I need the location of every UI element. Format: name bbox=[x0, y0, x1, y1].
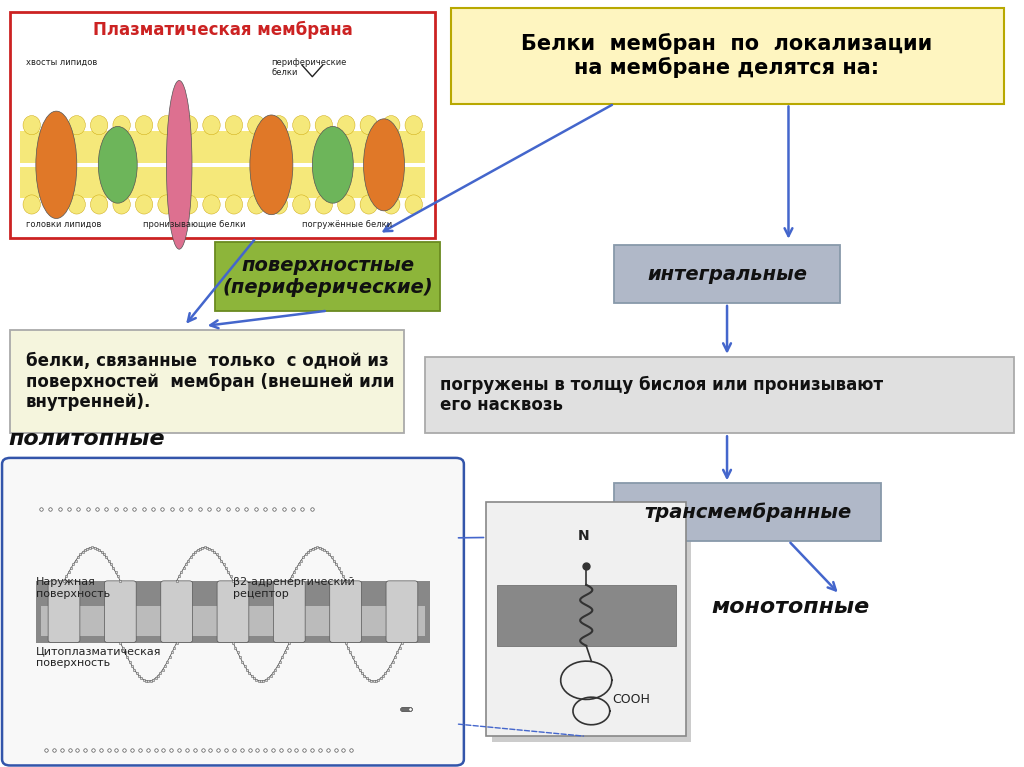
FancyBboxPatch shape bbox=[497, 584, 676, 646]
Ellipse shape bbox=[270, 116, 288, 135]
Ellipse shape bbox=[113, 195, 130, 214]
Text: белки, связанные  только  с одной из
поверхностей  мембран (внешней или
внутренн: белки, связанные только с одной из повер… bbox=[26, 352, 394, 411]
FancyBboxPatch shape bbox=[217, 581, 249, 643]
Ellipse shape bbox=[360, 195, 378, 214]
FancyBboxPatch shape bbox=[10, 12, 435, 238]
FancyBboxPatch shape bbox=[41, 606, 425, 637]
FancyBboxPatch shape bbox=[425, 357, 1014, 433]
Text: Наружная
поверхность: Наружная поверхность bbox=[36, 577, 110, 598]
FancyBboxPatch shape bbox=[614, 245, 840, 303]
Text: пронизывающие белки: пронизывающие белки bbox=[143, 219, 246, 229]
Ellipse shape bbox=[158, 116, 175, 135]
Text: интегральные: интегральные bbox=[647, 265, 807, 284]
Ellipse shape bbox=[406, 116, 423, 135]
FancyBboxPatch shape bbox=[161, 581, 193, 643]
Text: трансмембранные: трансмембранные bbox=[644, 502, 851, 522]
Text: β2-адренергический
рецептор: β2-адренергический рецептор bbox=[233, 577, 354, 598]
Ellipse shape bbox=[338, 116, 355, 135]
Ellipse shape bbox=[158, 195, 175, 214]
FancyBboxPatch shape bbox=[48, 581, 80, 643]
Ellipse shape bbox=[293, 116, 310, 135]
FancyBboxPatch shape bbox=[215, 242, 440, 311]
Ellipse shape bbox=[225, 116, 243, 135]
Ellipse shape bbox=[180, 195, 198, 214]
Ellipse shape bbox=[68, 195, 85, 214]
Ellipse shape bbox=[203, 116, 220, 135]
Text: поверхностные
(периферические): поверхностные (периферические) bbox=[222, 255, 433, 297]
Text: COOH: COOH bbox=[612, 693, 649, 706]
Ellipse shape bbox=[250, 115, 293, 215]
Ellipse shape bbox=[312, 127, 353, 203]
Ellipse shape bbox=[338, 195, 355, 214]
Ellipse shape bbox=[315, 116, 333, 135]
FancyBboxPatch shape bbox=[104, 581, 136, 643]
FancyBboxPatch shape bbox=[36, 581, 430, 643]
Ellipse shape bbox=[98, 127, 137, 203]
Ellipse shape bbox=[23, 116, 40, 135]
Ellipse shape bbox=[113, 116, 130, 135]
Ellipse shape bbox=[203, 195, 220, 214]
FancyBboxPatch shape bbox=[273, 581, 305, 643]
Ellipse shape bbox=[90, 116, 108, 135]
FancyBboxPatch shape bbox=[451, 8, 1004, 104]
Ellipse shape bbox=[36, 111, 77, 219]
Ellipse shape bbox=[23, 195, 40, 214]
FancyBboxPatch shape bbox=[386, 581, 418, 643]
Ellipse shape bbox=[406, 195, 423, 214]
Text: политопные: политопные bbox=[9, 429, 165, 449]
Ellipse shape bbox=[135, 195, 153, 214]
Ellipse shape bbox=[166, 81, 193, 249]
Ellipse shape bbox=[248, 116, 265, 135]
Ellipse shape bbox=[315, 195, 333, 214]
Text: N: N bbox=[578, 528, 590, 542]
FancyBboxPatch shape bbox=[2, 458, 464, 765]
Ellipse shape bbox=[383, 116, 400, 135]
Ellipse shape bbox=[360, 116, 378, 135]
Ellipse shape bbox=[90, 195, 108, 214]
Ellipse shape bbox=[364, 119, 404, 211]
FancyBboxPatch shape bbox=[614, 483, 881, 541]
FancyBboxPatch shape bbox=[486, 502, 686, 736]
Ellipse shape bbox=[135, 116, 153, 135]
Text: погружены в толщу бислоя или пронизывают
его насквозь: погружены в толщу бислоя или пронизывают… bbox=[440, 376, 884, 414]
FancyBboxPatch shape bbox=[492, 508, 691, 742]
Ellipse shape bbox=[248, 195, 265, 214]
Text: монотопные: монотопные bbox=[712, 597, 870, 617]
Ellipse shape bbox=[180, 116, 198, 135]
FancyBboxPatch shape bbox=[20, 166, 425, 199]
Ellipse shape bbox=[45, 195, 62, 214]
Text: хвосты липидов: хвосты липидов bbox=[26, 58, 97, 67]
Ellipse shape bbox=[270, 195, 288, 214]
Ellipse shape bbox=[45, 116, 62, 135]
Ellipse shape bbox=[68, 116, 85, 135]
Ellipse shape bbox=[225, 195, 243, 214]
FancyBboxPatch shape bbox=[10, 330, 404, 433]
FancyBboxPatch shape bbox=[20, 131, 425, 163]
Text: периферические
белки: периферические белки bbox=[271, 58, 347, 77]
Ellipse shape bbox=[293, 195, 310, 214]
Text: Плазматическая мембрана: Плазматическая мембрана bbox=[93, 21, 352, 39]
Ellipse shape bbox=[383, 195, 400, 214]
FancyBboxPatch shape bbox=[330, 581, 361, 643]
Text: головки липидов: головки липидов bbox=[26, 219, 101, 229]
Text: Цитоплазматическая
поверхность: Цитоплазматическая поверхность bbox=[36, 647, 162, 668]
Text: Белки  мембран  по  локализации
на мембране делятся на:: Белки мембран по локализации на мембране… bbox=[521, 33, 933, 78]
Text: погружённые белки: погружённые белки bbox=[302, 219, 392, 229]
